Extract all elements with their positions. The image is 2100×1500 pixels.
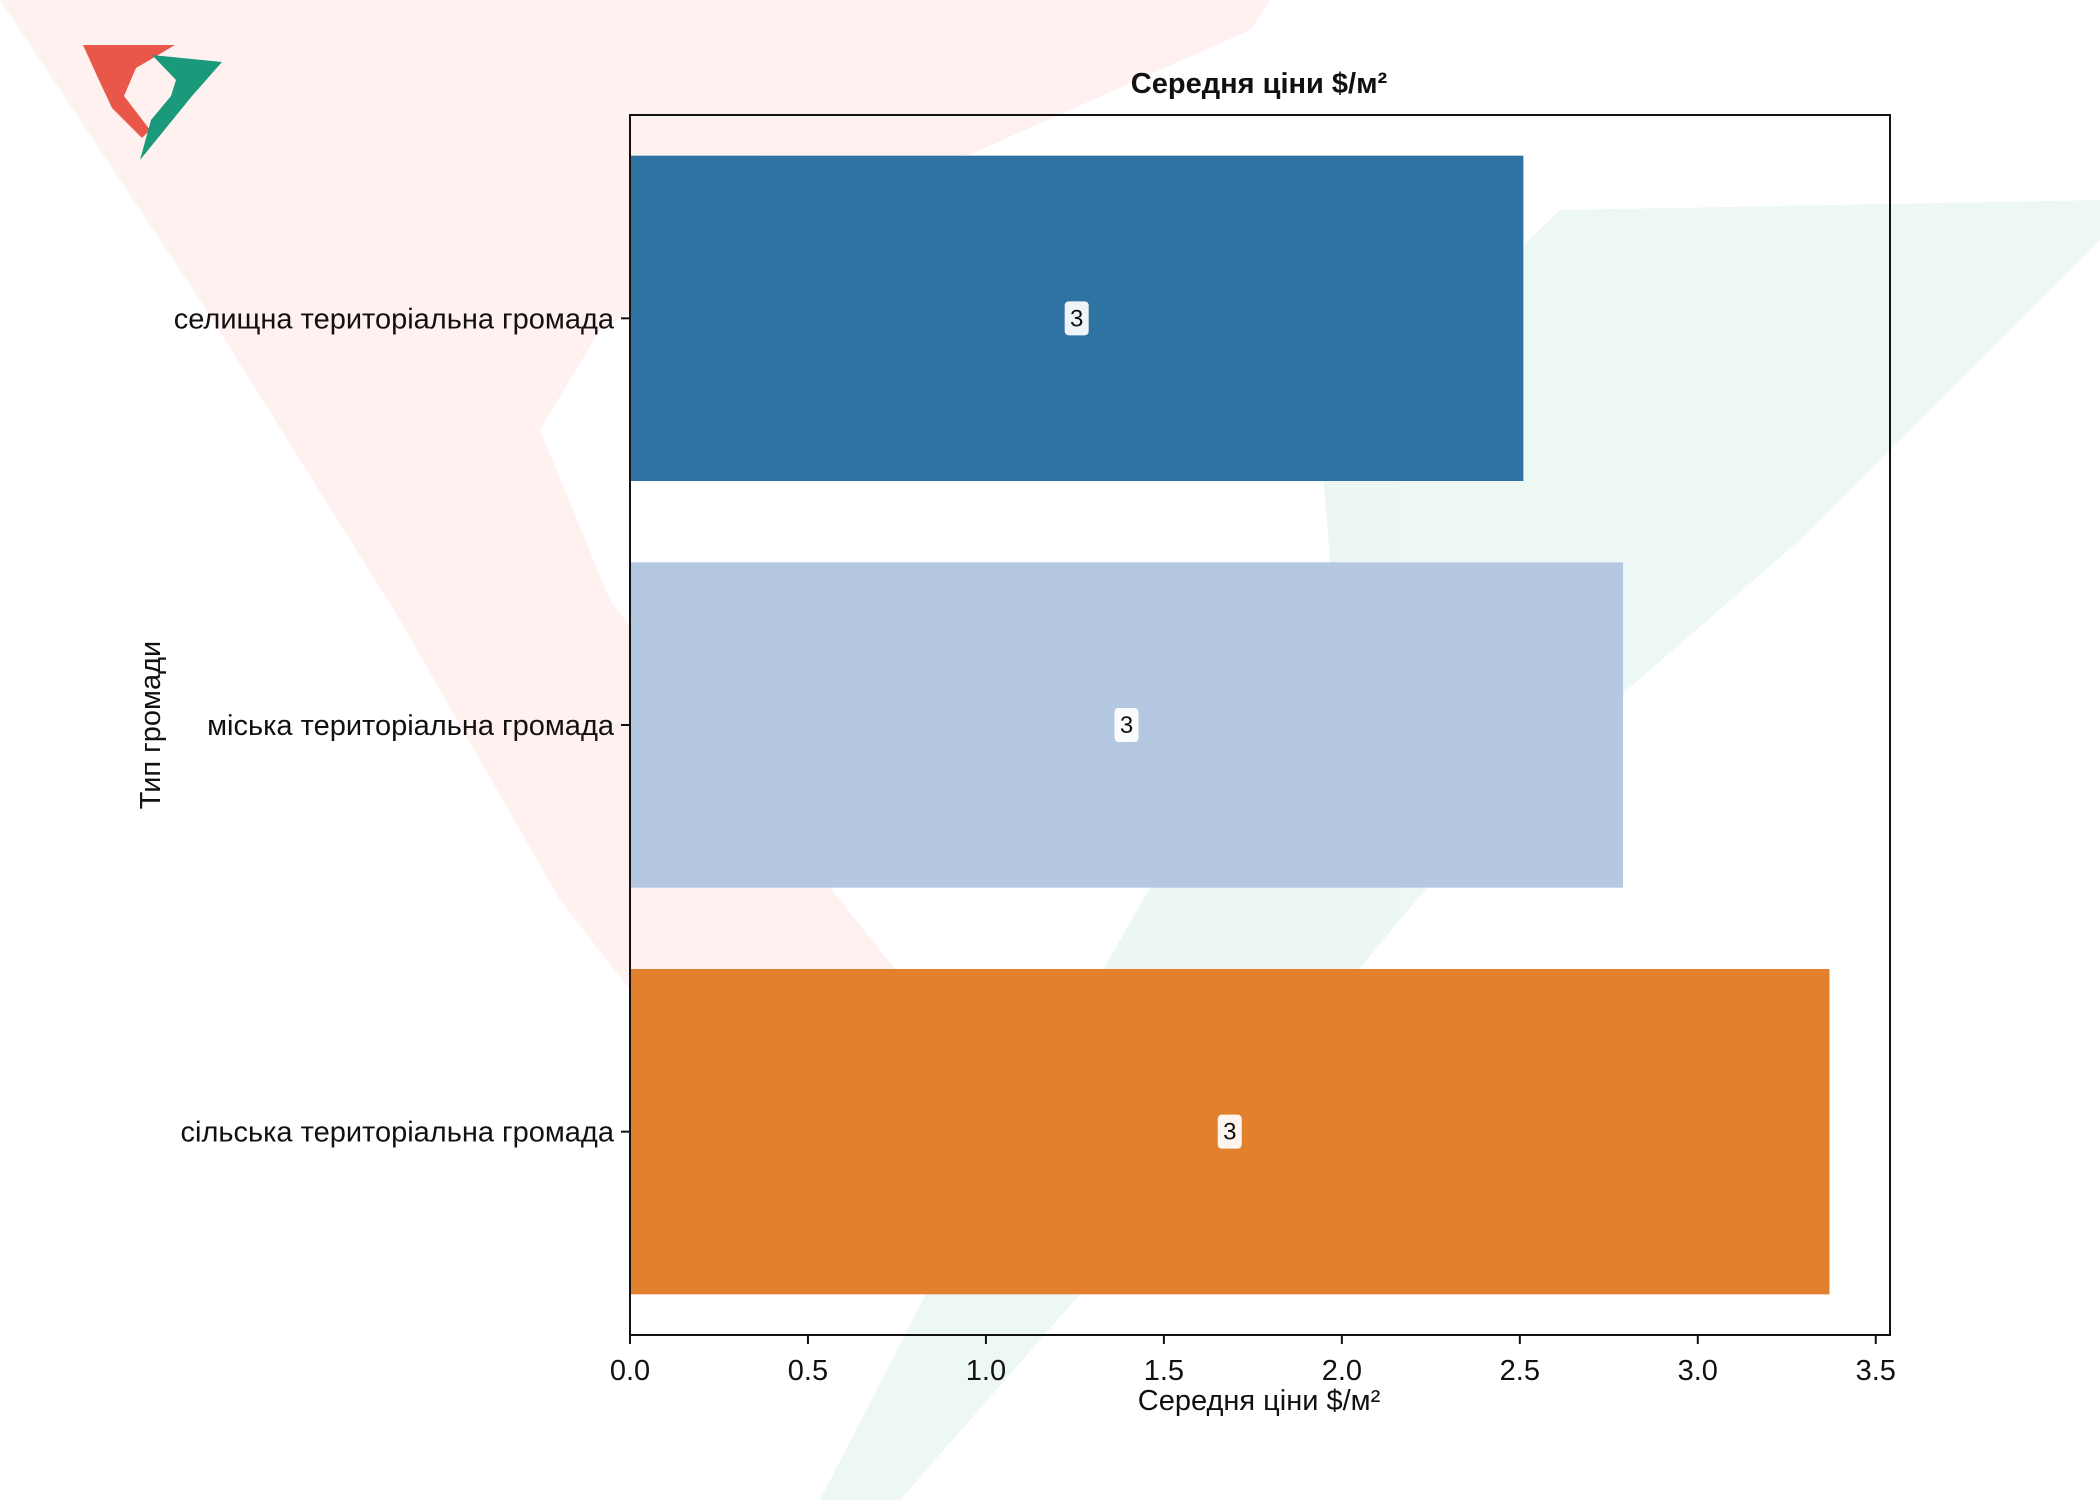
x-axis-title: Середня ціни $/м²: [1138, 1385, 1381, 1417]
data-label: 3: [1223, 1119, 1236, 1146]
x-tick-label: 2.0: [1322, 1355, 1362, 1387]
x-tick-label: 1.5: [1144, 1355, 1184, 1387]
data-label: 3: [1120, 712, 1133, 739]
x-tick-label: 2.5: [1500, 1355, 1540, 1387]
y-tick-label: міська територіальна громада: [207, 710, 615, 742]
y-tick-label: сільська територіальна громада: [181, 1117, 615, 1149]
logo: [83, 45, 222, 160]
y-axis-title: Тип громади: [135, 641, 167, 809]
x-axis: 0.0 0.5 1.0 1.5 2.0 2.5 3.0 3.5: [610, 1335, 1896, 1387]
x-tick-label: 3.0: [1678, 1355, 1718, 1387]
x-tick-label: 3.5: [1856, 1355, 1896, 1387]
data-label-box: [1217, 1114, 1242, 1149]
logo-green-shape: [140, 55, 222, 160]
bars-layer: 3 3 3: [630, 155, 1830, 1295]
chart-title: Середня ціни $/м²: [1131, 68, 1388, 100]
x-tick-label: 1.0: [966, 1355, 1006, 1387]
logo-red-shape: [83, 45, 175, 138]
data-label-box: [1064, 301, 1089, 336]
y-axis: селищна територіальна громада міська тери…: [174, 303, 630, 1149]
data-label-box: [1114, 708, 1139, 742]
data-label: 3: [1070, 305, 1083, 332]
y-tick-label: селищна територіальна громада: [174, 303, 615, 335]
x-tick-label: 0.5: [788, 1355, 828, 1387]
x-tick-label: 0.0: [610, 1355, 650, 1387]
